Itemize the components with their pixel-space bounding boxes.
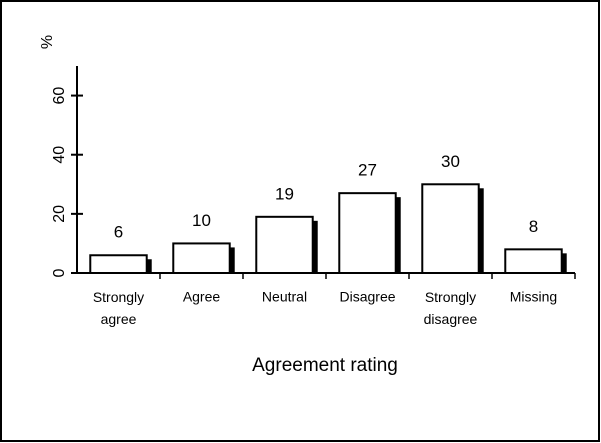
x-tick-label: Agree [183, 289, 221, 305]
x-axis-label: Agreement rating [252, 355, 398, 376]
x-tick-label: Disagree [339, 289, 395, 305]
y-axis-label: % [39, 35, 56, 49]
bar [338, 192, 397, 275]
y-tick-label: 20 [51, 205, 68, 223]
x-tick-label: Strongly agree [93, 289, 144, 327]
bar [255, 215, 314, 274]
y-tick-label: 0 [51, 268, 68, 277]
value-label: 10 [192, 211, 211, 230]
y-tick-label: 40 [51, 146, 68, 164]
bar-shadow [228, 247, 235, 273]
value-label: 30 [441, 152, 460, 171]
value-label: 19 [275, 184, 294, 203]
value-label: 8 [529, 217, 538, 236]
bar [89, 254, 148, 274]
value-label: 27 [358, 161, 377, 180]
bar [172, 242, 231, 275]
bar-shadow [477, 188, 484, 273]
bar-shadow [560, 253, 567, 273]
bar-shadow [145, 259, 152, 273]
bar-shadow [394, 197, 401, 273]
bar [504, 248, 563, 274]
x-tick-label: Neutral [262, 289, 307, 305]
bar-shadow [311, 220, 318, 273]
x-tick-label: Missing [510, 289, 557, 305]
x-tick-label: Strongly disagree [424, 289, 478, 327]
y-tick-label: 60 [51, 87, 68, 105]
bar [421, 183, 480, 275]
value-label: 6 [114, 223, 123, 242]
